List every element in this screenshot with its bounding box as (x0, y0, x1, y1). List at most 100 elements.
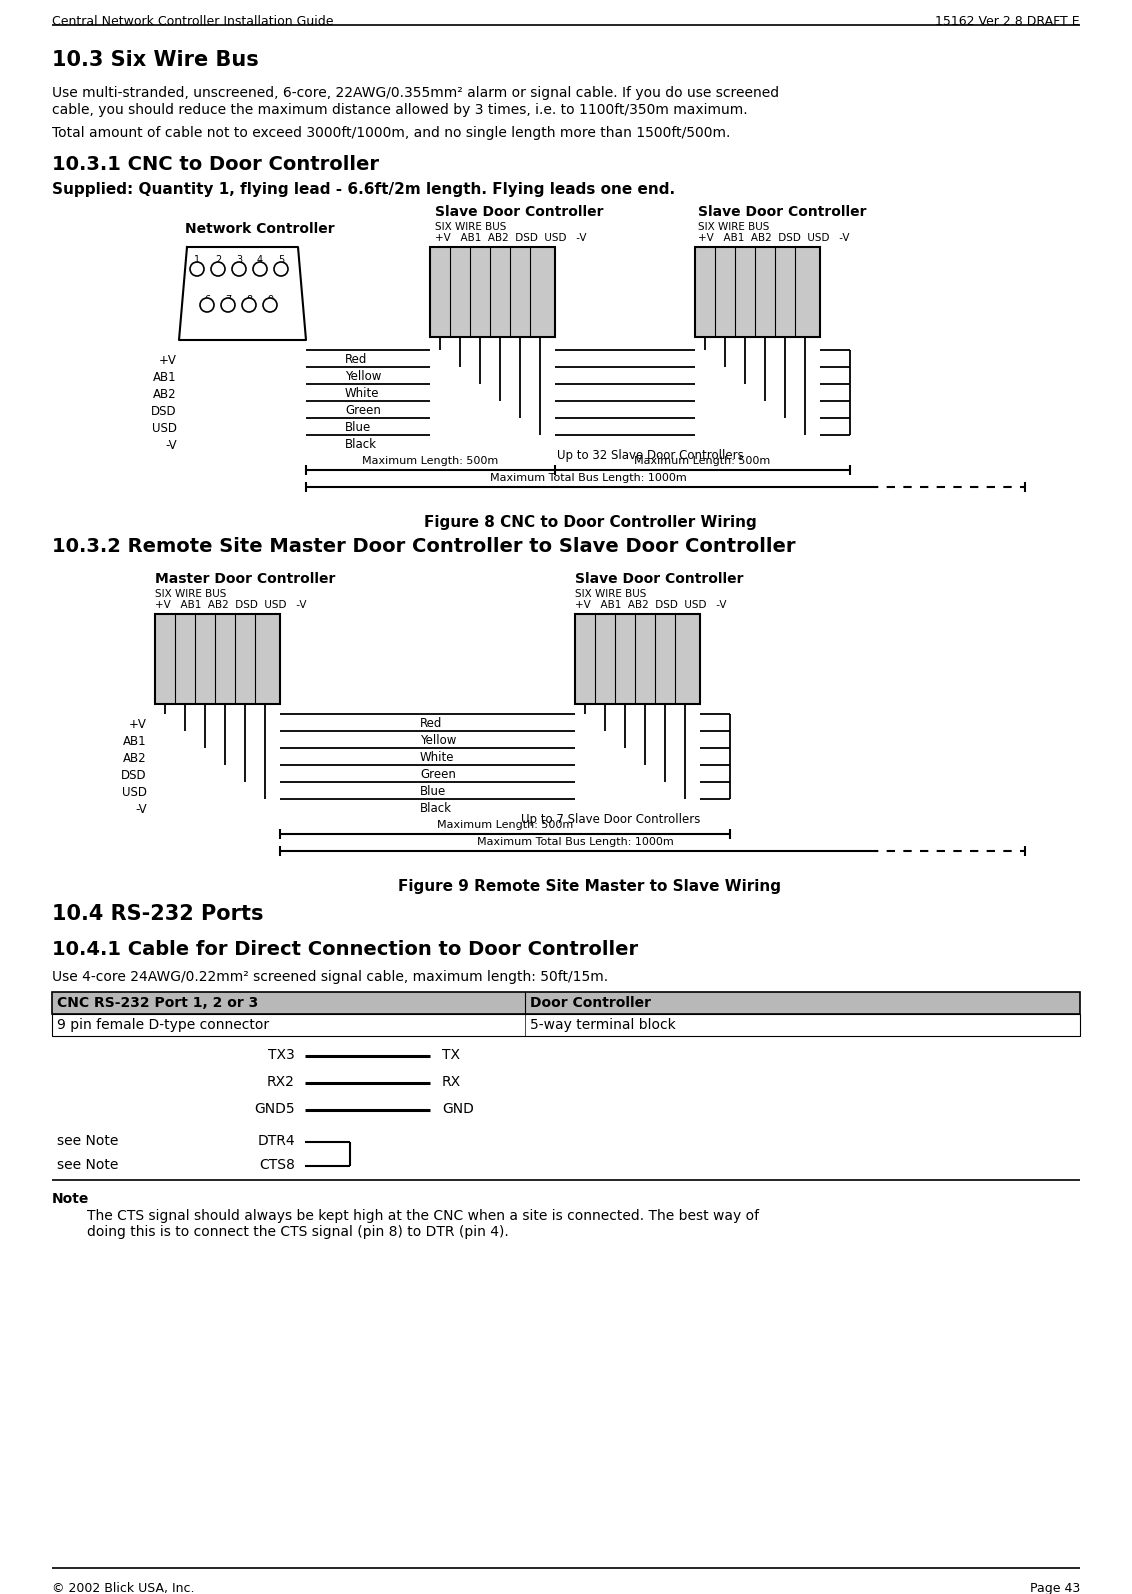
Text: Red: Red (420, 717, 443, 730)
Circle shape (263, 298, 277, 312)
Text: Master Door Controller: Master Door Controller (155, 572, 335, 587)
Text: AB2: AB2 (153, 387, 177, 402)
Circle shape (221, 298, 235, 312)
Text: DSD: DSD (152, 405, 177, 418)
Text: 2: 2 (215, 255, 221, 265)
Text: DTR4: DTR4 (257, 1133, 295, 1148)
Text: 10.3.2 Remote Site Master Door Controller to Slave Door Controller: 10.3.2 Remote Site Master Door Controlle… (52, 537, 796, 556)
Text: see Note: see Note (57, 1157, 119, 1172)
Text: 10.3.1 CNC to Door Controller: 10.3.1 CNC to Door Controller (52, 155, 379, 174)
Text: 3: 3 (235, 255, 242, 265)
Text: Yellow: Yellow (345, 370, 381, 383)
Bar (52, 1014, 1080, 1036)
Text: 6: 6 (204, 295, 211, 304)
Text: RX2: RX2 (267, 1074, 295, 1089)
Text: +V   AB1  AB2  DSD  USD   -V: +V AB1 AB2 DSD USD -V (435, 233, 586, 242)
Text: +V   AB1  AB2  DSD  USD   -V: +V AB1 AB2 DSD USD -V (575, 599, 727, 611)
Text: Figure 9 Remote Site Master to Slave Wiring: Figure 9 Remote Site Master to Slave Wir… (398, 878, 781, 894)
Text: SIX WIRE BUS: SIX WIRE BUS (435, 222, 506, 233)
Text: Blue: Blue (345, 421, 371, 434)
Text: Green: Green (345, 403, 380, 418)
Text: Total amount of cable not to exceed 3000ft/1000m, and no single length more than: Total amount of cable not to exceed 3000… (52, 126, 730, 140)
Text: © 2002 Blick USA, Inc.: © 2002 Blick USA, Inc. (52, 1581, 195, 1594)
Text: 15162 Ver 2.8 DRAFT E: 15162 Ver 2.8 DRAFT E (935, 14, 1080, 29)
Bar (695, 247, 820, 336)
Text: -V: -V (136, 803, 147, 816)
Text: Maximum Length: 500m: Maximum Length: 500m (437, 819, 573, 830)
Text: 7: 7 (225, 295, 231, 304)
Text: USD: USD (152, 422, 177, 435)
Circle shape (274, 261, 288, 276)
Text: Maximum Length: 500m: Maximum Length: 500m (634, 456, 770, 465)
Circle shape (232, 261, 246, 276)
Text: Page 43: Page 43 (1030, 1581, 1080, 1594)
Text: GND5: GND5 (255, 1101, 295, 1116)
Text: GND: GND (441, 1101, 474, 1116)
Bar (52, 991, 1080, 1014)
Text: White: White (420, 751, 455, 764)
Bar (575, 614, 700, 705)
Circle shape (242, 298, 256, 312)
Text: -V: -V (165, 438, 177, 453)
Text: Maximum Total Bus Length: 1000m: Maximum Total Bus Length: 1000m (477, 837, 674, 846)
Bar (430, 247, 555, 336)
Text: 5-way terminal block: 5-way terminal block (530, 1019, 676, 1031)
Text: Use multi-stranded, unscreened, 6-core, 22AWG/0.355mm² alarm or signal cable. If: Use multi-stranded, unscreened, 6-core, … (52, 86, 779, 100)
Text: AB1: AB1 (153, 371, 177, 384)
Text: doing this is to connect the CTS signal (pin 8) to DTR (pin 4).: doing this is to connect the CTS signal … (87, 1226, 508, 1239)
Text: TX: TX (441, 1047, 460, 1062)
Text: Blue: Blue (420, 784, 446, 799)
Circle shape (190, 261, 204, 276)
Circle shape (211, 261, 225, 276)
Text: AB2: AB2 (123, 752, 147, 765)
Text: see Note: see Note (57, 1133, 119, 1148)
Text: AB1: AB1 (123, 735, 147, 748)
Text: Supplied: Quantity 1, flying lead - 6.6ft/2m length. Flying leads one end.: Supplied: Quantity 1, flying lead - 6.6f… (52, 182, 675, 198)
Text: Use 4-core 24AWG/0.22mm² screened signal cable, maximum length: 50ft/15m.: Use 4-core 24AWG/0.22mm² screened signal… (52, 971, 608, 983)
Text: cable, you should reduce the maximum distance allowed by 3 times, i.e. to 1100ft: cable, you should reduce the maximum dis… (52, 104, 747, 116)
Text: The CTS signal should always be kept high at the CNC when a site is connected. T: The CTS signal should always be kept hig… (87, 1208, 760, 1223)
Text: +V: +V (160, 354, 177, 367)
Text: 10.3 Six Wire Bus: 10.3 Six Wire Bus (52, 49, 259, 70)
Text: 8: 8 (246, 295, 252, 304)
Text: Maximum Length: 500m: Maximum Length: 500m (362, 456, 498, 465)
Text: RX: RX (441, 1074, 461, 1089)
Text: CTS8: CTS8 (259, 1157, 295, 1172)
Text: USD: USD (122, 786, 147, 799)
Text: +V   AB1  AB2  DSD  USD   -V: +V AB1 AB2 DSD USD -V (698, 233, 849, 242)
Text: 10.4.1 Cable for Direct Connection to Door Controller: 10.4.1 Cable for Direct Connection to Do… (52, 940, 638, 960)
Text: 9 pin female D-type connector: 9 pin female D-type connector (57, 1019, 269, 1031)
Text: Figure 8 CNC to Door Controller Wiring: Figure 8 CNC to Door Controller Wiring (423, 515, 756, 529)
Text: Network Controller: Network Controller (185, 222, 335, 236)
Text: 10.4 RS-232 Ports: 10.4 RS-232 Ports (52, 904, 264, 925)
Text: Black: Black (420, 802, 452, 815)
Text: SIX WIRE BUS: SIX WIRE BUS (698, 222, 770, 233)
Text: 1: 1 (194, 255, 200, 265)
Text: Slave Door Controller: Slave Door Controller (575, 572, 744, 587)
Text: Black: Black (345, 438, 377, 451)
Circle shape (252, 261, 267, 276)
Text: Green: Green (420, 768, 456, 781)
Text: 4: 4 (257, 255, 263, 265)
Text: DSD: DSD (121, 768, 147, 783)
Text: 5: 5 (277, 255, 284, 265)
Text: +V   AB1  AB2  DSD  USD   -V: +V AB1 AB2 DSD USD -V (155, 599, 307, 611)
Text: SIX WIRE BUS: SIX WIRE BUS (155, 590, 226, 599)
Bar (155, 614, 280, 705)
Text: Up to 7 Slave Door Controllers: Up to 7 Slave Door Controllers (521, 813, 700, 826)
Text: White: White (345, 387, 379, 400)
Text: Slave Door Controller: Slave Door Controller (698, 206, 866, 218)
Text: Central Network Controller Installation Guide: Central Network Controller Installation … (52, 14, 334, 29)
Text: Note: Note (52, 1192, 89, 1207)
Text: CNC RS-232 Port 1, 2 or 3: CNC RS-232 Port 1, 2 or 3 (57, 996, 258, 1011)
Text: Up to 32 Slave Door Controllers: Up to 32 Slave Door Controllers (557, 450, 744, 462)
Text: SIX WIRE BUS: SIX WIRE BUS (575, 590, 646, 599)
Circle shape (200, 298, 214, 312)
Text: Door Controller: Door Controller (530, 996, 651, 1011)
Text: 9: 9 (267, 295, 273, 304)
Text: Red: Red (345, 352, 368, 367)
Text: +V: +V (129, 717, 147, 732)
Text: Slave Door Controller: Slave Door Controller (435, 206, 603, 218)
Text: Maximum Total Bus Length: 1000m: Maximum Total Bus Length: 1000m (490, 473, 686, 483)
Text: TX3: TX3 (268, 1047, 295, 1062)
